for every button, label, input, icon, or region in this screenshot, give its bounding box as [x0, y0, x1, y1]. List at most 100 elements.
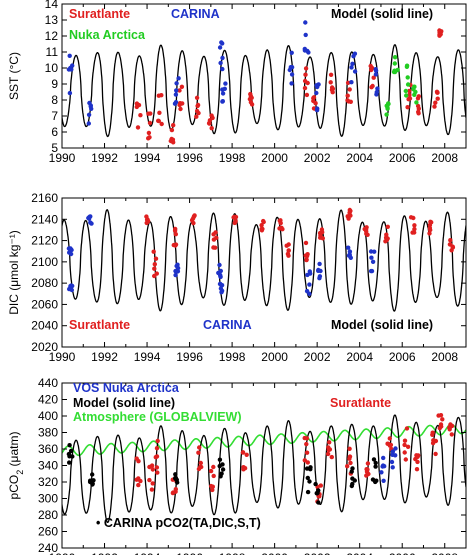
data-point — [374, 92, 379, 97]
data-point — [173, 472, 178, 477]
x-tick-label: 2008 — [431, 151, 458, 165]
data-point — [408, 215, 414, 220]
data-point — [416, 453, 421, 458]
y-axis-label-main: DIC ( — [7, 287, 21, 315]
data-point — [209, 126, 214, 131]
data-point — [405, 444, 411, 449]
y-tick-label: 260 — [38, 525, 58, 539]
data-point — [307, 282, 312, 287]
data-point — [381, 478, 386, 483]
data-point — [220, 87, 225, 92]
data-point — [218, 60, 223, 66]
data-point — [438, 413, 444, 418]
data-point — [373, 479, 378, 485]
y-axis-label-sub: 2 — [15, 470, 25, 475]
annotation-label: Atmosphere (GLOBALVIEW) — [73, 410, 242, 424]
data-point — [176, 76, 181, 81]
data-point — [302, 48, 308, 53]
x-tick-label: 2006 — [389, 551, 416, 555]
x-tick-label: 1998 — [219, 551, 246, 555]
y-tick-label: 6 — [51, 125, 58, 139]
data-point — [173, 232, 178, 237]
series-carina — [66, 20, 380, 126]
data-point — [68, 448, 74, 454]
data-point — [178, 106, 183, 112]
data-point — [327, 440, 332, 445]
data-point — [241, 465, 246, 470]
data-point — [429, 220, 434, 225]
data-point — [244, 452, 249, 457]
data-point — [404, 93, 409, 98]
data-point — [410, 230, 415, 235]
data-point — [233, 214, 239, 220]
data-point — [305, 252, 310, 257]
data-point — [156, 118, 161, 124]
data-point — [195, 102, 201, 108]
x-tick-label: 1996 — [176, 350, 203, 364]
y-tick-label: 380 — [38, 426, 58, 440]
data-point — [220, 91, 226, 96]
data-point — [247, 96, 253, 102]
data-point — [369, 65, 375, 71]
panel-dic: 2020 2040 2060 2080 2100 2120 2140 2160 1990 1992… — [7, 191, 467, 364]
data-point — [136, 459, 141, 464]
data-point — [328, 80, 333, 85]
data-point — [219, 40, 224, 45]
y-tick-label: 2100 — [31, 255, 58, 269]
data-point — [146, 130, 152, 136]
data-point — [439, 424, 444, 429]
x-tick-label: 2002 — [304, 151, 331, 165]
data-point — [211, 473, 216, 479]
annotation-label: • CARINA pCO2(TA,DIC,S,T) — [96, 516, 261, 530]
data-point — [233, 218, 238, 224]
data-point — [88, 103, 94, 108]
x-tick-label: 2008 — [431, 551, 458, 555]
series-nuka-arctica — [384, 55, 419, 117]
y-tick-label: 11 — [46, 45, 59, 59]
data-point — [134, 104, 139, 110]
data-point — [402, 450, 407, 455]
data-point — [173, 476, 178, 481]
x-tick-label: 1992 — [91, 551, 118, 555]
data-point — [218, 286, 224, 291]
annotation-label: Model (solid line) — [73, 396, 175, 410]
data-point — [407, 96, 413, 101]
data-point — [303, 72, 308, 77]
x-tick-label: 2006 — [389, 151, 416, 165]
data-point — [346, 216, 351, 221]
data-point — [433, 100, 438, 105]
data-point — [286, 248, 291, 253]
y-tick-label: 400 — [38, 409, 58, 423]
data-point — [414, 467, 420, 472]
data-point — [220, 467, 226, 472]
data-point — [362, 226, 367, 232]
data-point — [86, 216, 92, 221]
data-point — [305, 475, 310, 481]
data-point — [171, 123, 176, 128]
y-tick-label: 2120 — [31, 234, 58, 248]
data-point — [154, 454, 160, 459]
data-point — [194, 114, 199, 119]
y-tick-label: 360 — [38, 442, 58, 456]
data-point — [218, 268, 223, 274]
data-point — [305, 272, 310, 278]
data-point — [173, 92, 179, 97]
data-point — [311, 96, 316, 101]
data-point — [345, 464, 350, 469]
data-point — [145, 219, 150, 224]
data-point — [217, 45, 223, 50]
data-point — [371, 457, 377, 462]
data-point — [284, 243, 289, 248]
data-point — [159, 121, 164, 127]
x-tick-label: 2004 — [346, 151, 373, 165]
data-point — [352, 69, 358, 74]
x-tick-label: 1990 — [49, 350, 76, 364]
data-point — [433, 451, 438, 457]
data-point — [194, 95, 200, 101]
y-axis-label-main: pCO — [7, 475, 21, 500]
y-tick-label: 2020 — [31, 340, 58, 354]
data-point — [373, 460, 378, 466]
data-point — [381, 455, 386, 461]
data-point — [207, 121, 212, 126]
data-point — [347, 249, 353, 254]
